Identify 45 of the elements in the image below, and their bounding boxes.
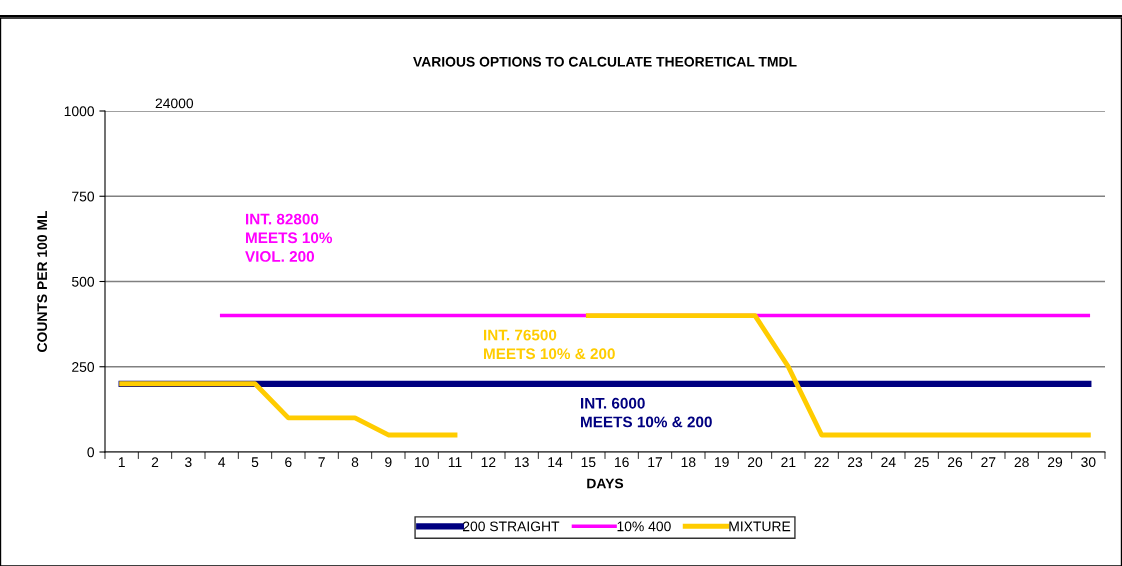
x-tick-label: 28 — [1014, 457, 1029, 468]
x-tick-label: 20 — [747, 457, 763, 468]
x-tick-label: 6 — [285, 457, 292, 468]
x-tick-label: 18 — [681, 457, 696, 468]
y-tick-label: 250 — [72, 362, 95, 372]
x-tick-label: 11 — [448, 457, 462, 467]
legend-label: MIXTURE — [729, 521, 791, 532]
y-tick-label: 750 — [72, 191, 95, 202]
x-tick-label: 7 — [318, 457, 325, 467]
x-tick-label: 9 — [385, 457, 392, 468]
x-tick-label: 5 — [251, 457, 259, 468]
x-tick-label: 27 — [981, 457, 996, 467]
x-tick-label: 16 — [615, 457, 629, 468]
x-tick-label: 14 — [548, 457, 563, 467]
legend-label: 200 STRAIGHT — [463, 521, 560, 532]
x-tick-label: 23 — [847, 457, 863, 468]
y-tick-label: 1000 — [64, 106, 95, 117]
chart-title: VARIOUS OPTIONS TO CALCULATE THEORETICAL TMDL — [413, 56, 797, 67]
x-tick-label: 25 — [914, 457, 929, 468]
y-axis-title: COUNTS PER 100 ML — [37, 210, 48, 352]
x-tick-label: 10 — [415, 457, 429, 468]
x-tick-label: 15 — [581, 457, 596, 468]
x-tick-label: 8 — [351, 457, 359, 468]
x-tick-label: 24 — [881, 457, 896, 467]
x-tick-label: 1 — [118, 457, 125, 467]
x-tick-label: 29 — [1047, 457, 1063, 468]
x-tick-label: 19 — [715, 457, 729, 468]
y-tick-label: 0 — [87, 447, 95, 458]
x-tick-label: 12 — [481, 457, 496, 467]
x-tick-label: 26 — [947, 457, 963, 468]
x-tick-label: 4 — [218, 457, 226, 467]
annotation: INT. 82800 MEETS 10% VIOL. 200 — [245, 213, 333, 262]
annotation: INT. 76500 MEETS 10% & 200 — [484, 329, 615, 360]
x-tick-label: 13 — [515, 457, 529, 468]
x-tick-label: 3 — [185, 457, 192, 468]
legend-label: 10% 400 — [617, 521, 671, 532]
x-tick-label: 22 — [814, 457, 829, 467]
x-tick-label: 17 — [648, 457, 663, 467]
annotation: INT. 6000 MEETS 10% & 200 — [581, 397, 712, 428]
x-tick-label: 21 — [781, 457, 796, 467]
y-tick-label: 500 — [71, 276, 95, 287]
x-tick-label: 30 — [1081, 457, 1096, 468]
x-tick-label: 2 — [151, 457, 159, 467]
x-axis-title: DAYS — [587, 478, 624, 489]
text: 24000 — [155, 98, 194, 109]
